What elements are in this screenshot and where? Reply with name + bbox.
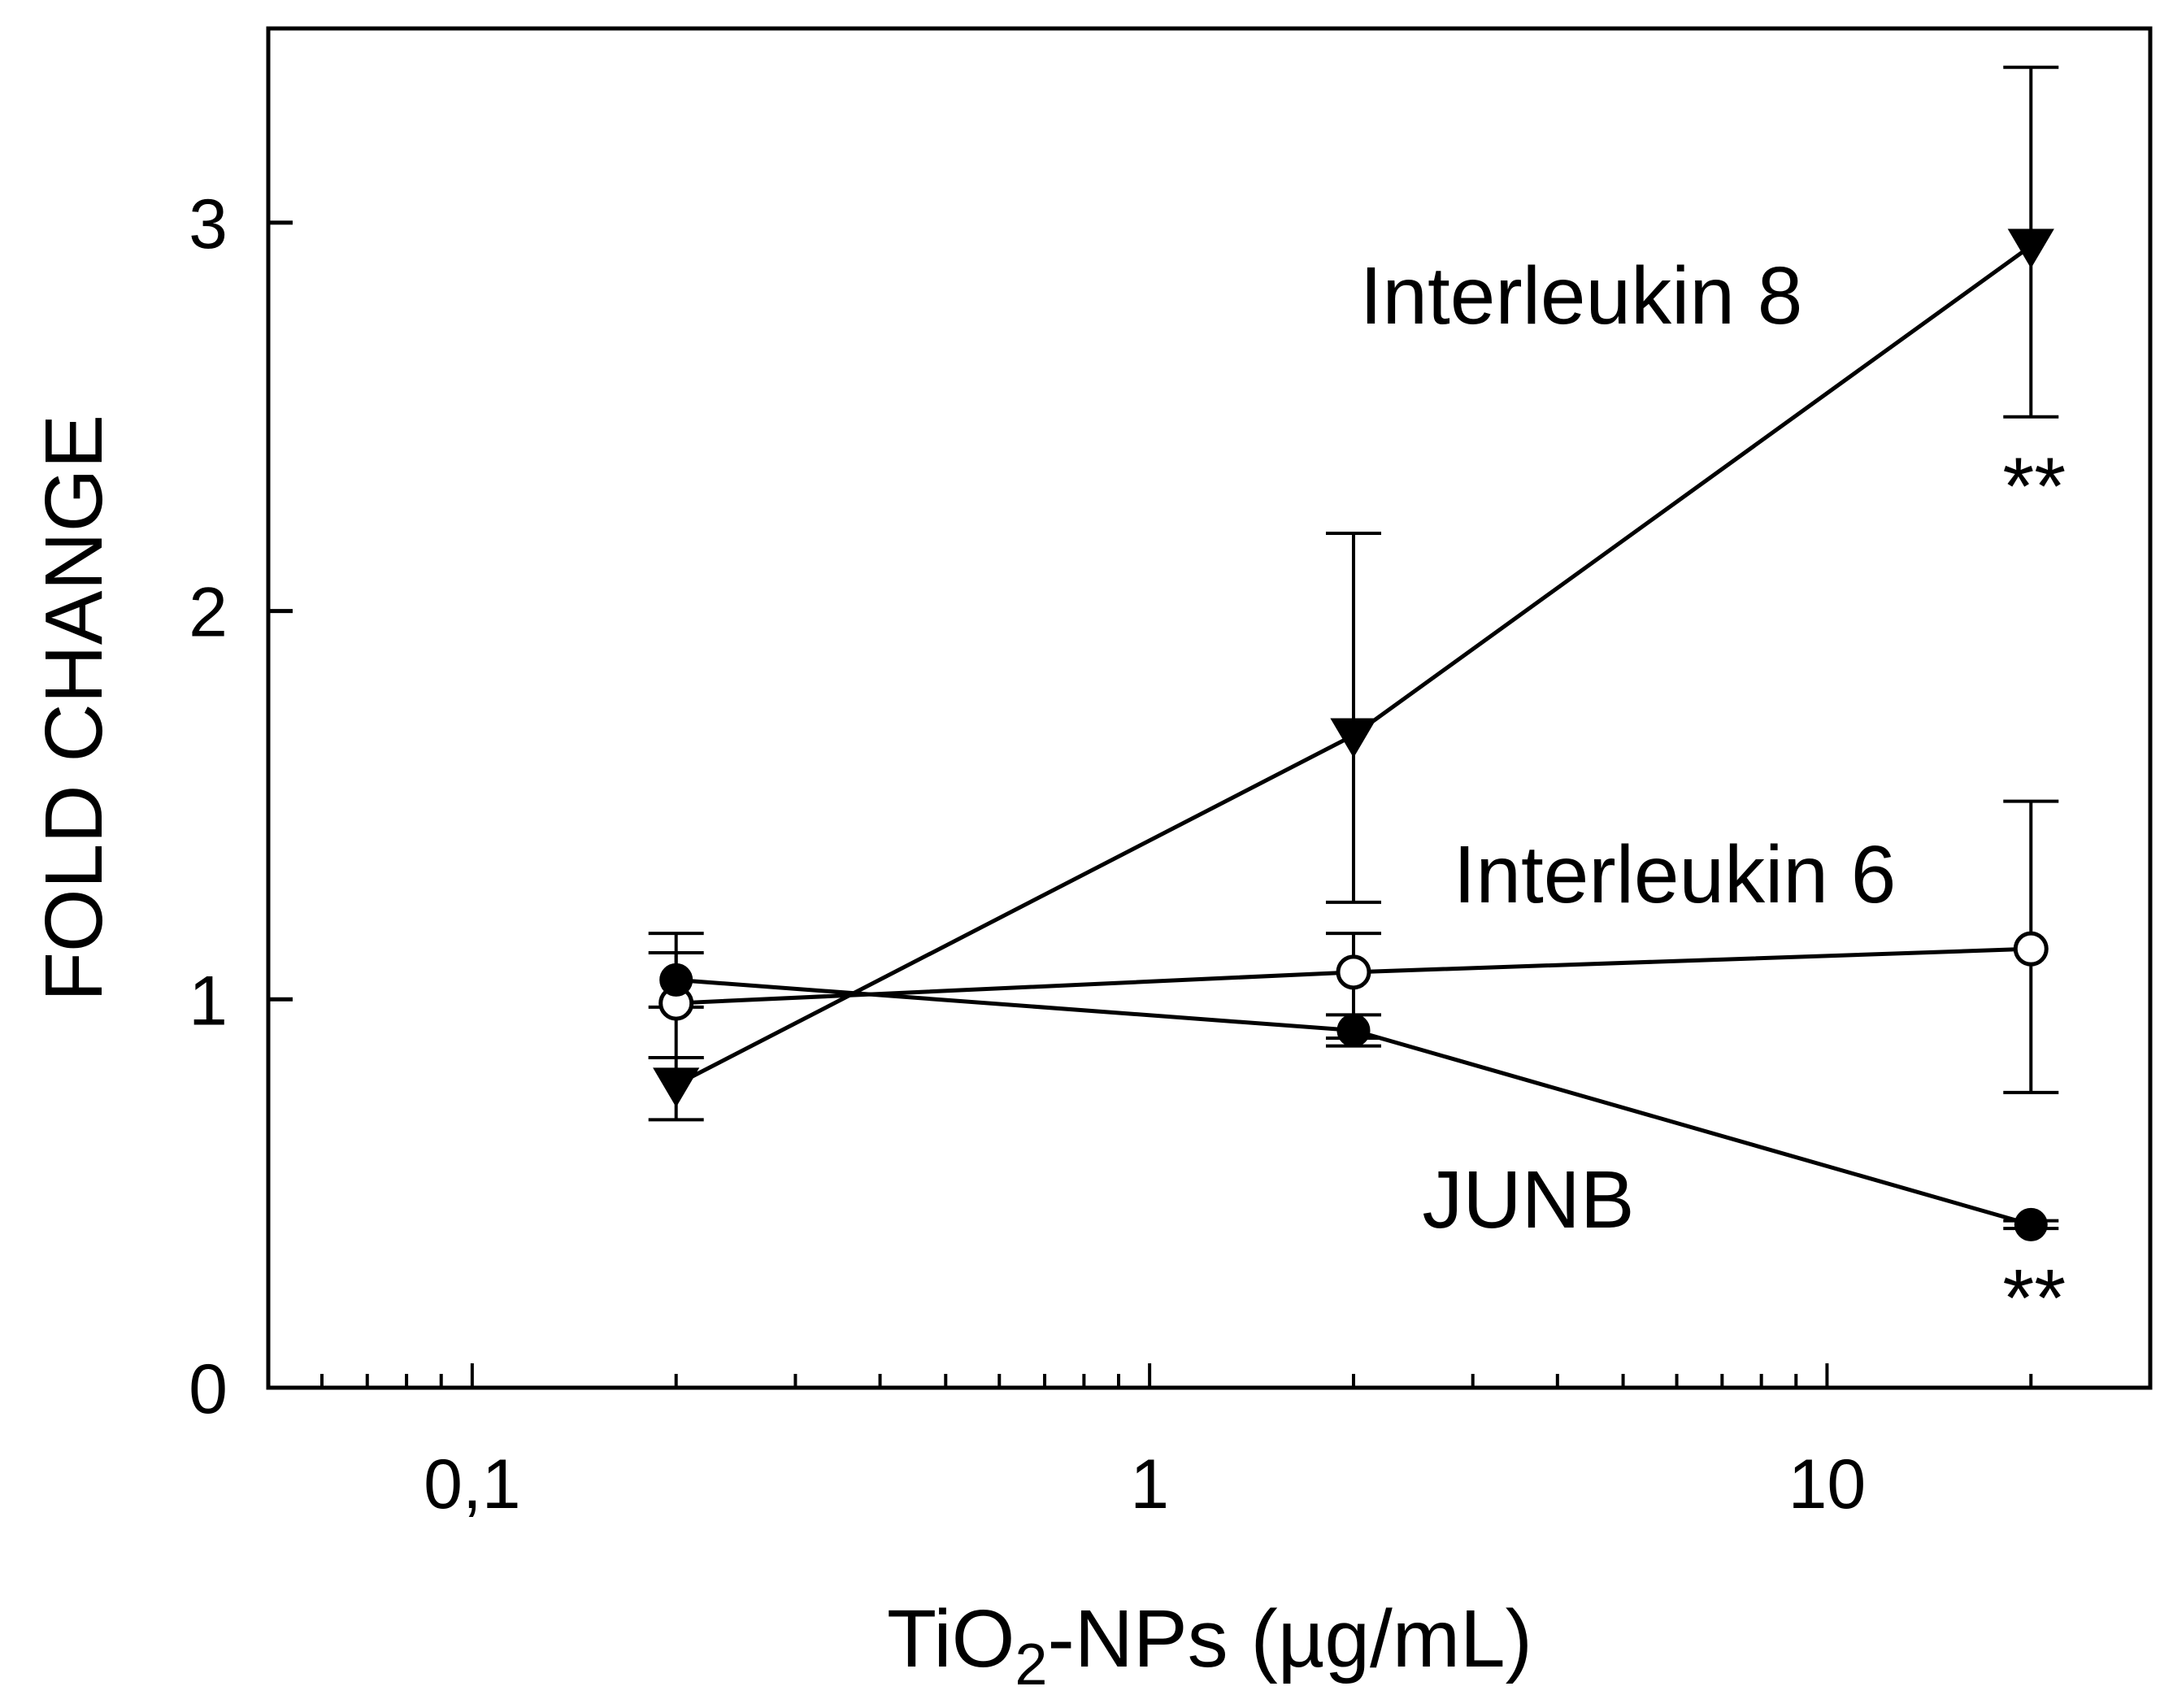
significance-annotations: ** **: [2002, 441, 2066, 1344]
marker-junb: [659, 963, 693, 997]
x-tick-label: 0,1: [424, 1445, 521, 1523]
series-label-junb: JUNB: [1422, 1154, 1634, 1245]
x-axis-title-rest: -NPs (µg/mL): [1047, 1593, 1532, 1684]
series-label-interleukin-6: Interleukin 6: [1454, 829, 1897, 920]
error-bars: [648, 65, 2059, 1231]
marker-interleukin-8: [2007, 228, 2054, 269]
marker-interleukin-6: [1336, 954, 1371, 990]
y-tick-label: 3: [189, 185, 228, 263]
marker-junb: [1336, 1014, 1371, 1048]
marker-interleukin-8: [1330, 718, 1377, 758]
axis-ticks: [267, 220, 2152, 1390]
y-axis-title: FOLD CHANGE: [28, 415, 120, 1002]
x-tick-label: 1: [1130, 1445, 1169, 1523]
marker-interleukin-8: [653, 1067, 700, 1108]
y-tick-label: 0: [189, 1350, 228, 1428]
significance-stars: **: [2002, 1253, 2066, 1344]
plot-frame: [266, 26, 2153, 1390]
marker-interleukin-6: [2013, 931, 2049, 967]
marker-junb: [2014, 1207, 2048, 1241]
data-markers: [653, 228, 2054, 1241]
tick-labels: 0 1 2 3 0,1 1 10: [189, 185, 1866, 1523]
y-tick-label: 2: [189, 574, 228, 652]
series-labels: Interleukin 8 Interleukin 6 JUNB: [1360, 250, 1897, 1245]
x-axis-title-main: TiO: [887, 1593, 1015, 1684]
series-label-interleukin-8: Interleukin 8: [1360, 250, 1803, 341]
x-axis-title: TiO2-NPs (µg/mL): [887, 1593, 1532, 1697]
significance-stars: **: [2002, 441, 2066, 532]
x-axis-title-subscript: 2: [1015, 1632, 1047, 1697]
x-tick-label: 10: [1788, 1445, 1867, 1523]
y-tick-label: 1: [189, 962, 228, 1040]
